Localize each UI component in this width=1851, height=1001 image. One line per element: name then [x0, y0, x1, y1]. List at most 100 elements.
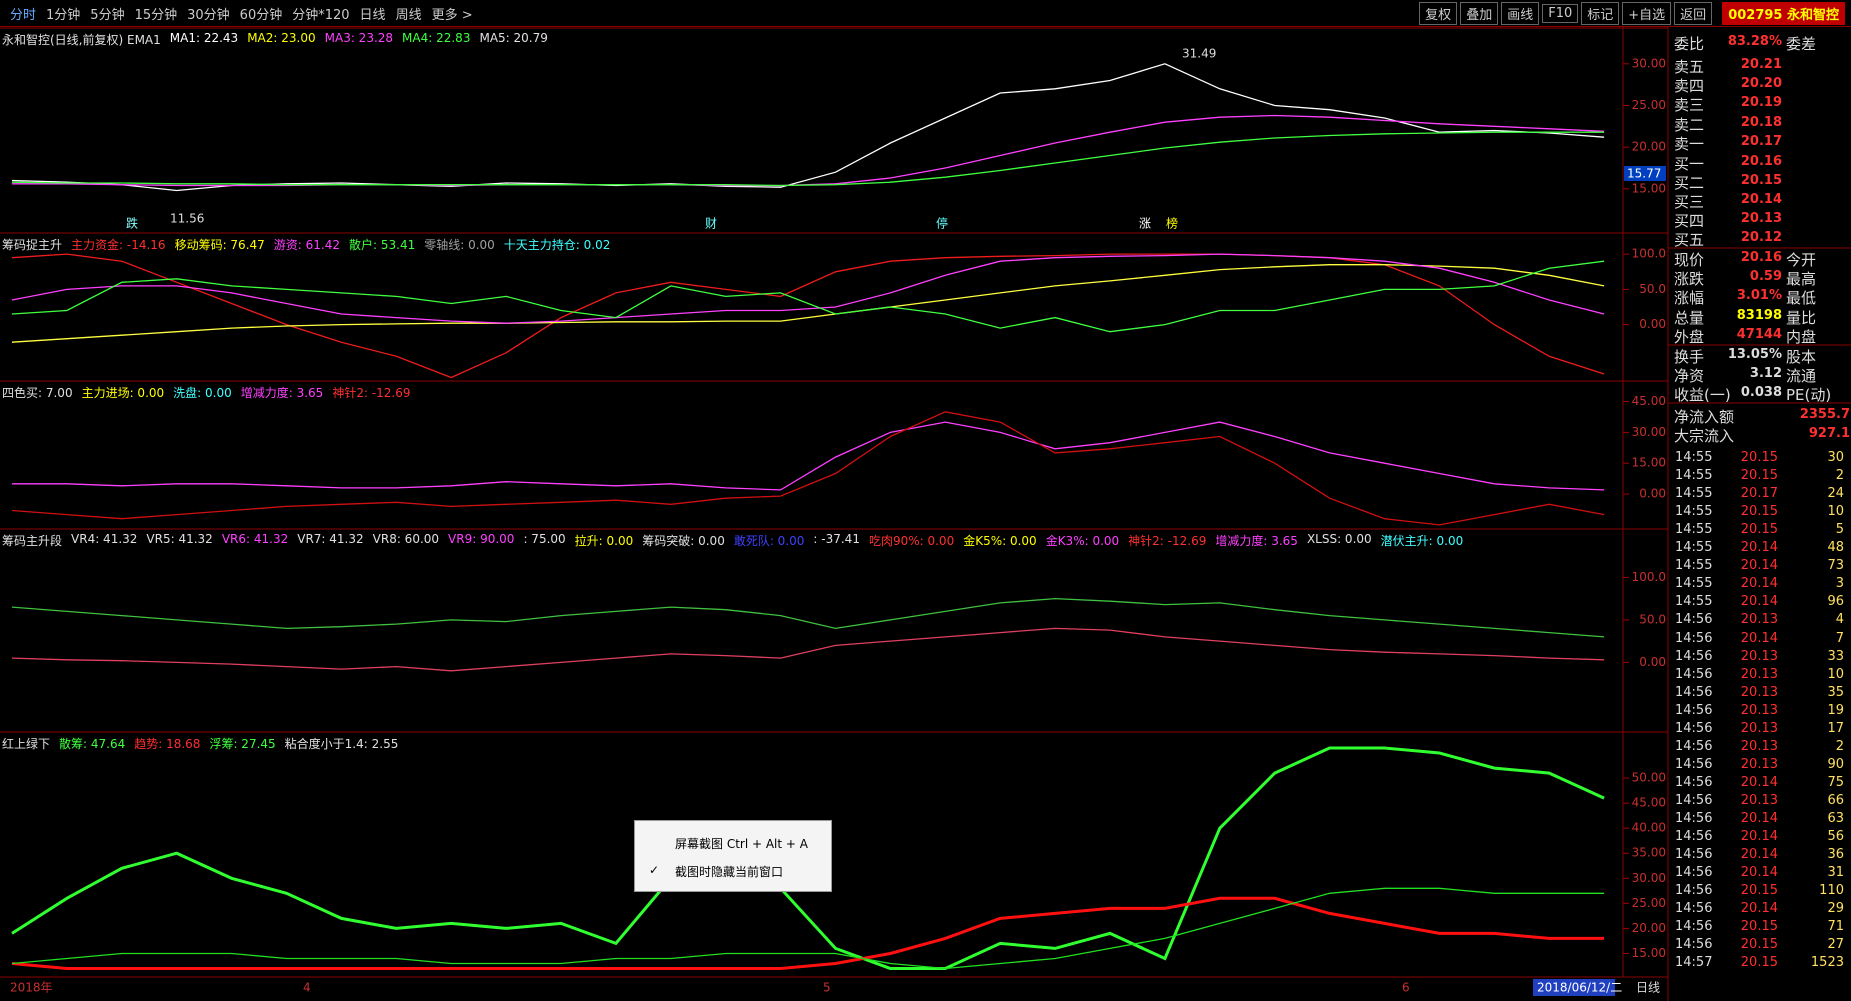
date-label: 5	[823, 981, 831, 995]
trade-volume: 66	[1827, 792, 1844, 808]
trade-volume: 63	[1827, 811, 1844, 826]
high-label: 31.49	[1182, 47, 1216, 61]
series-line	[11, 896, 1605, 970]
trade-price: 20.15	[1740, 450, 1778, 465]
trade-price: 20.14	[1740, 865, 1778, 881]
toolbar-button[interactable]: 返回	[1674, 1, 1713, 25]
date-current: 2018/06/12/二	[1537, 981, 1622, 995]
toolbar-button[interactable]: +自选	[1622, 1, 1672, 25]
tab[interactable]: 5分钟	[90, 7, 125, 23]
y-tick-label: 30.00	[1632, 425, 1666, 439]
quote-value: 83198	[1736, 308, 1782, 323]
trade-price: 20.13	[1740, 648, 1778, 664]
check-mark: ✓	[649, 863, 660, 877]
menu-item[interactable]: 截图时隐藏当前窗口	[675, 865, 784, 879]
date-label: 4	[303, 981, 311, 995]
pane-legend: 筹码捉主升 主力资金: -14.16 移动筹码: 76.47 游资: 61.42 散户:…	[2, 236, 610, 253]
trade-time: 14:56	[1675, 612, 1713, 628]
tab[interactable]: 30分钟	[187, 7, 230, 23]
trade-volume: 19	[1827, 702, 1844, 718]
quote-value: 20.17	[1740, 134, 1782, 149]
trade-volume: 90	[1827, 756, 1844, 772]
trade-volume: 56	[1827, 829, 1844, 845]
legend-item: VR9: 90.00	[448, 532, 515, 546]
trade-volume: 71	[1827, 919, 1844, 935]
pane-legend: 红上绿下 散筹: 47.64 趋势: 18.68 浮筹: 27.45 粘合度小于1.4:…	[2, 735, 398, 752]
trade-price: 20.17	[1740, 486, 1778, 502]
trade-price: 20.13	[1740, 756, 1778, 772]
quote-value: 20.16	[1740, 154, 1782, 169]
tab[interactable]: 15分钟	[134, 7, 178, 23]
last-price: 15.77	[1627, 167, 1661, 181]
trade-volume: 33	[1827, 648, 1844, 664]
quote-label: 最高	[1786, 270, 1817, 288]
tab[interactable]: 分钟*120	[292, 7, 350, 23]
trade-time: 14:55	[1675, 594, 1713, 610]
quote-label: 卖一	[1674, 135, 1705, 153]
trade-price: 20.15	[1740, 504, 1778, 520]
trade-time: 14:56	[1675, 865, 1713, 881]
series-line	[11, 260, 1605, 333]
tab[interactable]: 60分钟	[239, 7, 283, 23]
trade-volume: 110	[1819, 883, 1844, 899]
y-tick-label: 15.00	[1632, 181, 1666, 195]
y-tick-label: 45.00	[1632, 796, 1666, 810]
trade-time: 14:55	[1675, 468, 1713, 484]
quote-label: 买一	[1674, 155, 1705, 173]
trade-volume: 73	[1827, 558, 1844, 574]
y-tick-label: 50.00	[1632, 771, 1666, 785]
trade-price: 20.15	[1740, 883, 1778, 899]
menu-item[interactable]: 屏幕截图 Ctrl + Alt + A	[675, 837, 808, 851]
legend-item: 神针2: -12.69	[1128, 534, 1207, 548]
trade-time: 14:56	[1675, 648, 1713, 664]
toolbar-button[interactable]: 画线	[1501, 1, 1540, 25]
series-line	[11, 264, 1605, 343]
trade-volume: 2	[1835, 468, 1844, 484]
tab[interactable]: 周线	[395, 7, 422, 23]
tab[interactable]: 1分钟	[46, 7, 81, 23]
trade-volume: 31	[1827, 865, 1844, 881]
legend-item: 神针2: -12.69	[332, 386, 411, 400]
tab[interactable]: 更多 >	[431, 7, 473, 23]
legend-item: 游资: 61.42	[273, 238, 340, 252]
event-marker: 跌	[126, 216, 138, 231]
trade-time: 14:55	[1675, 522, 1713, 538]
toolbar-button[interactable]: 标记	[1581, 1, 1620, 25]
trade-price: 20.13	[1740, 684, 1778, 700]
quote-label: 买三	[1674, 193, 1705, 211]
series-line	[11, 746, 1605, 970]
quote-value: 2355.7	[1799, 407, 1850, 422]
y-tick-label: 100.0	[1632, 570, 1666, 584]
trade-time: 14:56	[1675, 702, 1713, 718]
y-tick-label: 0.00	[1639, 655, 1666, 669]
y-tick-label: 20.00	[1632, 921, 1666, 935]
quote-value: 20.18	[1740, 115, 1782, 130]
toolbar-button[interactable]: F10	[1542, 3, 1579, 23]
trade-time: 14:56	[1675, 829, 1713, 845]
quote-label: 涨幅	[1674, 289, 1705, 307]
trade-price: 20.13	[1740, 666, 1778, 682]
quote-label: 净流入额	[1674, 408, 1735, 426]
trade-time: 14:56	[1675, 937, 1713, 953]
y-tick-label: 50.0	[1639, 612, 1666, 626]
toolbar-button[interactable]: 复权	[1419, 1, 1458, 25]
quote-value: 47144	[1736, 327, 1782, 342]
event-marker: 榜	[1166, 216, 1178, 231]
trade-price: 20.14	[1740, 630, 1778, 646]
trade-volume: 48	[1827, 540, 1844, 556]
toolbar-button[interactable]: 叠加	[1460, 1, 1499, 25]
trade-time: 14:56	[1675, 774, 1713, 790]
trade-volume: 24	[1827, 486, 1844, 502]
tab[interactable]: 日线	[359, 7, 386, 23]
low-label: 11.56	[170, 212, 204, 226]
pane-legend: 四色买: 7.00 主力进场: 0.00 洗盘: 0.00 增减力度: 3.65 神针2…	[2, 384, 411, 401]
trade-price: 20.13	[1740, 792, 1778, 808]
quote-label: 内盘	[1786, 328, 1817, 346]
trade-price: 20.14	[1740, 558, 1778, 574]
legend-item: 敢死队: 0.00	[733, 534, 805, 548]
trade-time: 14:55	[1675, 450, 1713, 465]
tab[interactable]: 分时	[10, 7, 37, 23]
legend-item: : -37.41	[813, 532, 860, 546]
trade-volume: 3	[1835, 576, 1844, 592]
trade-volume: 17	[1827, 720, 1844, 736]
